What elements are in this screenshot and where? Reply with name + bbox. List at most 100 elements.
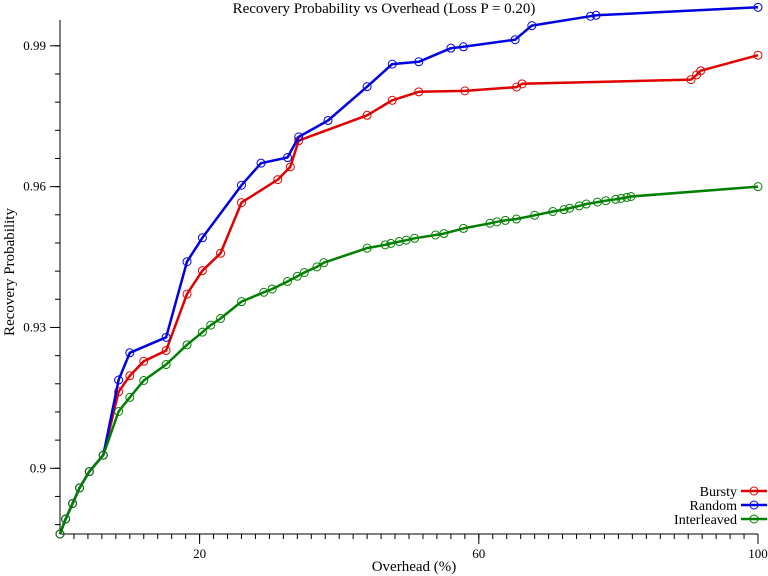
data-point-random: [294, 132, 304, 142]
data-point-random: [591, 10, 601, 20]
data-point-bursty: [285, 162, 295, 172]
legend-marker-interleaved: [749, 514, 759, 524]
data-point-random: [125, 348, 135, 358]
data-point-interleaved: [299, 268, 309, 278]
data-point-random: [197, 233, 207, 243]
data-point-random: [161, 332, 171, 342]
data-point-interleaved: [75, 483, 85, 493]
data-point-interleaved: [548, 207, 558, 217]
data-point-random: [753, 2, 763, 12]
x-tick-label: 20: [193, 546, 206, 561]
data-point-interleaved: [431, 230, 441, 240]
data-point-interleaved: [259, 287, 269, 297]
data-point-interleaved: [319, 258, 329, 268]
data-point-interleaved: [312, 262, 322, 272]
data-point-bursty: [139, 356, 149, 366]
legend-marker-random: [749, 500, 759, 510]
data-point-bursty: [216, 248, 226, 258]
data-point-interleaved: [753, 182, 763, 192]
data-point-interleaved: [565, 203, 575, 213]
data-point-interleaved: [492, 217, 502, 227]
y-tick-label: 0.99: [23, 38, 46, 53]
x-tick-label: 100: [748, 546, 768, 561]
data-point-interleaved: [401, 235, 411, 245]
data-point-interleaved: [114, 406, 124, 416]
data-point-interleaved: [125, 392, 135, 402]
data-point-random: [362, 82, 372, 92]
data-point-bursty: [125, 371, 135, 381]
data-point-random: [387, 59, 397, 69]
legend-marker-bursty: [749, 486, 759, 496]
data-point-interleaved: [182, 340, 192, 350]
y-tick-label: 0.96: [23, 179, 46, 194]
data-point-interleaved: [394, 237, 404, 247]
legend-label-random: Random: [690, 499, 738, 514]
data-point-random: [446, 43, 456, 53]
data-point-bursty: [236, 198, 246, 208]
legend-label-bursty: Bursty: [700, 485, 737, 500]
data-point-bursty: [517, 79, 527, 89]
data-point-bursty: [182, 289, 192, 299]
data-point-bursty: [387, 95, 397, 105]
data-point-random: [283, 153, 293, 163]
data-point-interleaved: [267, 284, 277, 294]
data-point-bursty: [161, 345, 171, 355]
data-point-interleaved: [197, 327, 207, 337]
x-axis-label: Overhead (%): [372, 559, 457, 575]
data-point-random: [236, 180, 246, 190]
data-point-interleaved: [458, 223, 468, 233]
data-point-random: [585, 11, 595, 21]
data-point-bursty: [414, 87, 424, 97]
data-point-interleaved: [530, 210, 540, 220]
data-point-random: [527, 21, 537, 31]
data-point-random: [114, 375, 124, 385]
data-point-interleaved: [386, 238, 396, 248]
data-point-interleaved: [84, 467, 94, 477]
data-point-interleaved: [139, 376, 149, 386]
data-point-bursty: [460, 86, 470, 96]
data-point-bursty: [362, 110, 372, 120]
data-point-bursty: [696, 66, 706, 76]
data-point-interleaved: [500, 215, 510, 225]
axes: 20 60 100 0.9 0.93 0.96 0.99: [23, 20, 768, 561]
data-point-bursty: [753, 50, 763, 60]
series-line-interleaved: [58, 185, 759, 535]
y-tick-label: 0.9: [30, 460, 46, 475]
data-point-interleaved: [362, 243, 372, 253]
data-point-bursty: [686, 75, 696, 85]
data-point-interleaved: [559, 205, 569, 215]
data-point-interleaved: [581, 199, 591, 209]
data-point-interleaved: [616, 193, 626, 203]
data-point-random: [414, 57, 424, 67]
plot-area: [55, 2, 763, 539]
data-point-random: [182, 257, 192, 267]
legend-label-interleaved: Interleaved: [674, 513, 737, 528]
data-point-random: [510, 35, 520, 45]
y-tick-label: 0.93: [23, 319, 46, 334]
data-point-interleaved: [206, 320, 216, 330]
y-axis-label: Recovery Probability: [2, 208, 18, 336]
data-point-interleaved: [410, 233, 420, 243]
data-point-interleaved: [626, 191, 636, 201]
data-point-interleaved: [485, 218, 495, 228]
data-point-bursty: [273, 175, 283, 185]
series-line-random: [58, 6, 759, 535]
series-line-bursty: [58, 53, 759, 535]
data-point-random: [256, 158, 266, 168]
x-tick-label: 60: [472, 546, 485, 561]
data-point-interleaved: [68, 498, 78, 508]
data-point-random: [323, 115, 333, 125]
data-point-interleaved: [511, 214, 521, 224]
data-point-bursty: [114, 387, 124, 397]
data-point-interleaved: [283, 276, 293, 286]
data-point-interleaved: [611, 194, 621, 204]
data-point-interleaved: [61, 514, 71, 524]
data-point-interleaved: [601, 196, 611, 206]
data-point-interleaved: [236, 297, 246, 307]
data-point-interleaved: [592, 197, 602, 207]
data-point-interleaved: [98, 450, 108, 460]
data-point-interleaved: [439, 229, 449, 239]
data-point-bursty: [197, 266, 207, 276]
